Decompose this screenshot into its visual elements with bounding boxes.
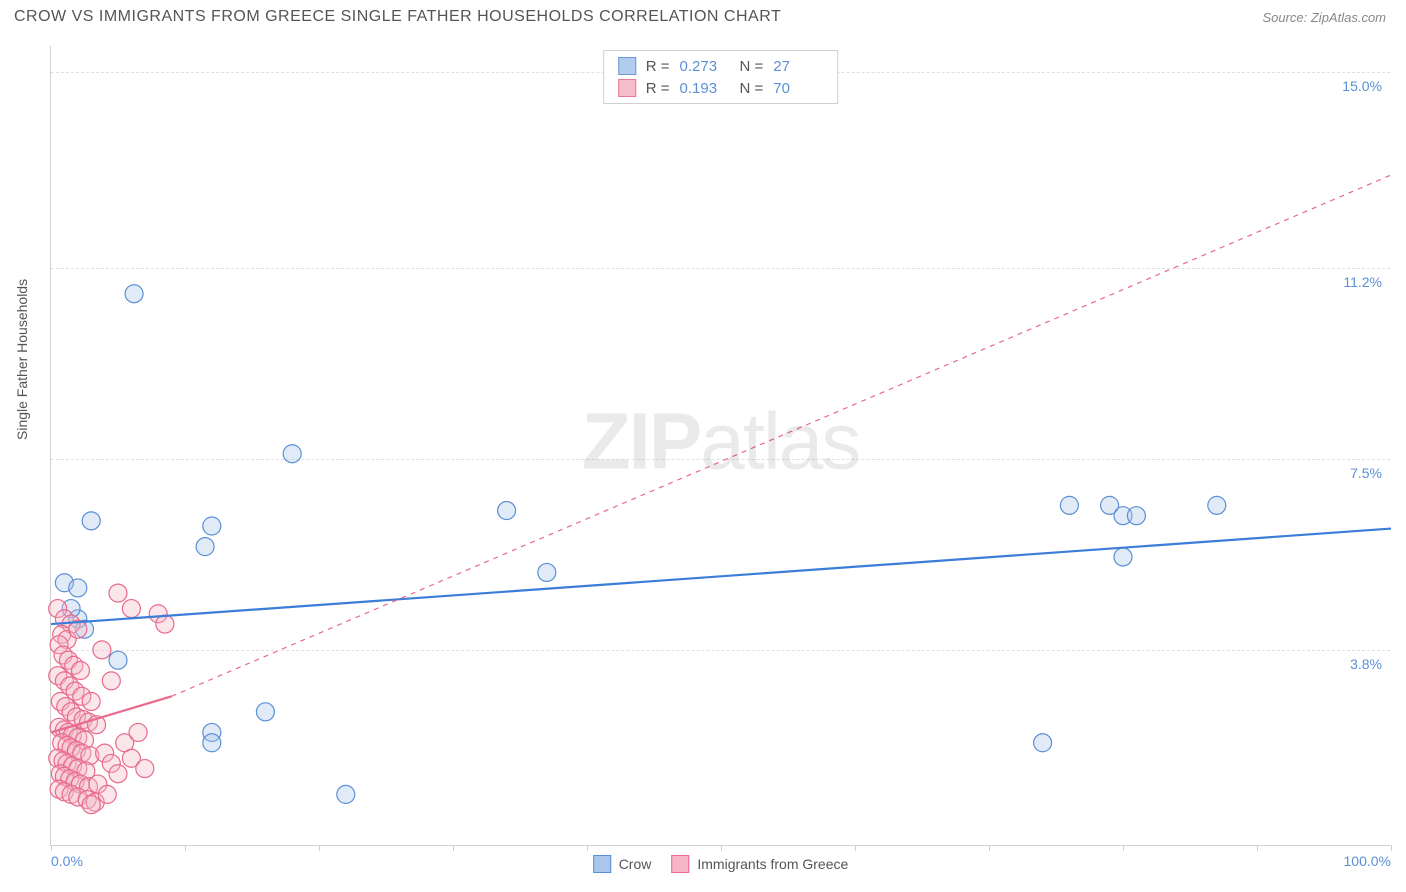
legend-item: Crow	[593, 855, 652, 873]
y-tick-label: 11.2%	[1343, 274, 1382, 290]
x-tick-mark	[855, 845, 856, 851]
data-point	[1060, 496, 1078, 514]
data-point	[196, 538, 214, 556]
plot-area	[51, 46, 1391, 846]
legend-swatch	[593, 855, 611, 873]
data-point	[337, 785, 355, 803]
data-point	[498, 502, 516, 520]
source-label: Source: ZipAtlas.com	[1262, 10, 1386, 25]
x-tick-mark	[185, 845, 186, 851]
legend-item: Immigrants from Greece	[671, 855, 848, 873]
data-point	[136, 760, 154, 778]
data-point	[256, 703, 274, 721]
data-point	[1127, 507, 1145, 525]
data-point	[1114, 548, 1132, 566]
n-value: 70	[773, 80, 823, 97]
data-point	[102, 672, 120, 690]
data-point	[122, 600, 140, 618]
x-tick-mark	[319, 845, 320, 851]
legend-swatch	[618, 79, 636, 97]
n-label: N =	[740, 58, 764, 75]
y-tick-label: 15.0%	[1342, 78, 1382, 94]
y-axis-label: Single Father Households	[14, 279, 30, 440]
stats-row: R = 0.193 N = 70	[618, 77, 824, 99]
chart-header: CROW VS IMMIGRANTS FROM GREECE SINGLE FA…	[0, 0, 1406, 30]
r-label: R =	[646, 58, 670, 75]
data-point	[93, 641, 111, 659]
legend-swatch	[671, 855, 689, 873]
x-tick-mark	[721, 845, 722, 851]
data-point	[129, 723, 147, 741]
data-point	[109, 765, 127, 783]
x-tick-mark	[453, 845, 454, 851]
x-tick-mark	[1257, 845, 1258, 851]
x-tick-mark	[1123, 845, 1124, 851]
x-tick-mark	[587, 845, 588, 851]
data-point	[1208, 496, 1226, 514]
stats-legend: R = 0.273 N = 27 R = 0.193 N = 70	[603, 50, 839, 104]
data-point	[156, 615, 174, 633]
data-point	[98, 785, 116, 803]
chart-title: CROW VS IMMIGRANTS FROM GREECE SINGLE FA…	[14, 8, 781, 26]
data-point	[69, 579, 87, 597]
n-label: N =	[740, 80, 764, 97]
trend-line-extension	[172, 175, 1391, 696]
data-point	[283, 445, 301, 463]
y-tick-label: 3.8%	[1350, 656, 1382, 672]
data-point	[82, 692, 100, 710]
chart-container: ZIPatlas R =0.273N =27R =0.193N =70 Crow…	[50, 46, 1390, 846]
data-point	[71, 662, 89, 680]
data-point	[109, 584, 127, 602]
x-tick-mark	[989, 845, 990, 851]
n-value: 27	[773, 58, 823, 75]
data-point	[82, 512, 100, 530]
data-point	[125, 285, 143, 303]
data-point	[538, 563, 556, 581]
data-point	[109, 651, 127, 669]
y-tick-label: 7.5%	[1350, 465, 1382, 481]
legend-label: Immigrants from Greece	[697, 856, 848, 872]
data-point	[203, 517, 221, 535]
x-tick-label: 100.0%	[1344, 853, 1391, 869]
trend-line	[51, 529, 1391, 624]
r-value: 0.193	[680, 80, 730, 97]
stats-row: R = 0.273 N = 27	[618, 55, 824, 77]
bottom-legend: Crow Immigrants from Greece	[593, 855, 849, 873]
data-point	[82, 796, 100, 814]
r-label: R =	[646, 80, 670, 97]
x-tick-mark	[1391, 845, 1392, 851]
legend-swatch	[618, 57, 636, 75]
x-tick-label: 0.0%	[51, 853, 83, 869]
x-tick-mark	[51, 845, 52, 851]
data-point	[1034, 734, 1052, 752]
r-value: 0.273	[680, 58, 730, 75]
data-point	[203, 734, 221, 752]
legend-label: Crow	[619, 856, 652, 872]
